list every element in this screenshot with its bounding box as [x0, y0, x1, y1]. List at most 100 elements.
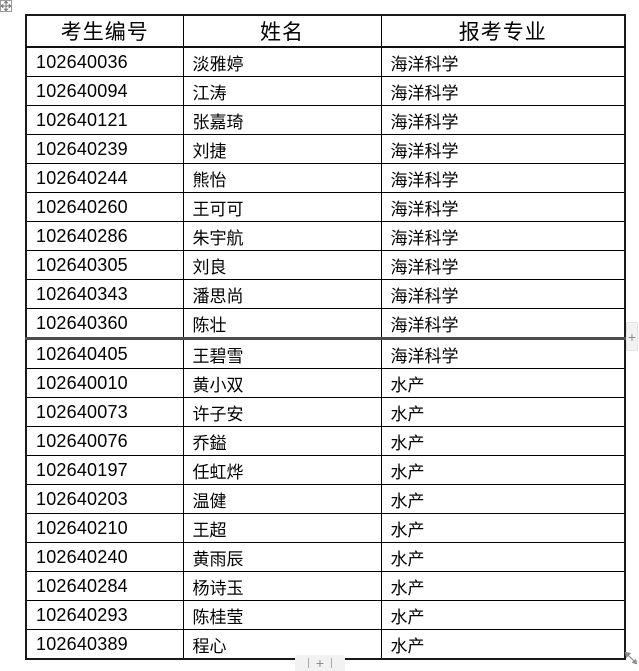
plus-icon: + [627, 328, 637, 345]
major-cell: 水产 [380, 513, 626, 543]
candidate-no-cell: 102640121 [25, 105, 184, 135]
candidate-no-cell: 102640286 [25, 221, 184, 251]
table-row: 102640293 陈桂莹 水产 [25, 600, 626, 630]
name-cell: 刘良 [182, 250, 382, 280]
table-row: 102640284 杨诗玉 水产 [25, 571, 626, 601]
table-row: 102640197 任虹烨 水产 [25, 455, 626, 485]
candidates-table: 考生编号 姓名 报考专业 102640036 淡雅婷 海洋科学 102640094 江涛… [25, 14, 626, 660]
table-row: 102640389 程心 水产 [25, 629, 626, 660]
table-row: 102640073 许子安 水产 [25, 397, 626, 427]
candidate-no-cell: 102640073 [25, 397, 184, 427]
major-cell: 海洋科学 [380, 308, 626, 339]
name-cell: 黄雨辰 [182, 542, 382, 572]
major-cell: 海洋科学 [380, 279, 626, 309]
name-cell: 王超 [182, 513, 382, 543]
name-cell: 潘思尚 [182, 279, 382, 309]
candidate-no-cell: 102640036 [25, 46, 184, 77]
candidate-no-cell: 102640293 [25, 600, 184, 630]
table-row: 102640305 刘良 海洋科学 [25, 250, 626, 280]
name-cell: 江涛 [182, 76, 382, 106]
major-cell: 海洋科学 [380, 46, 626, 77]
table-row: 102640239 刘捷 海洋科学 [25, 134, 626, 164]
candidate-no-cell: 102640305 [25, 250, 184, 280]
name-cell: 乔鎰 [182, 426, 382, 456]
major-cell: 水产 [380, 368, 626, 398]
major-cell: 水产 [380, 629, 626, 660]
name-cell: 王碧雪 [182, 337, 382, 369]
major-cell: 水产 [380, 484, 626, 514]
header-major: 报考专业 [380, 14, 626, 48]
table-row: 102640121 张嘉琦 海洋科学 [25, 105, 626, 135]
name-cell: 陈壮 [182, 308, 382, 339]
table-row: 102640260 王可可 海洋科学 [25, 192, 626, 222]
header-name: 姓名 [182, 14, 382, 48]
major-cell: 水产 [380, 571, 626, 601]
header-candidate-no: 考生编号 [25, 14, 184, 48]
name-cell: 许子安 [182, 397, 382, 427]
candidate-no-cell: 102640343 [25, 279, 184, 309]
candidate-no-cell: 102640203 [25, 484, 184, 514]
name-cell: 朱宇航 [182, 221, 382, 251]
candidate-no-cell: 102640210 [25, 513, 184, 543]
major-cell: 海洋科学 [380, 192, 626, 222]
candidate-no-cell: 102640244 [25, 163, 184, 193]
table-row: 102640210 王超 水产 [25, 513, 626, 543]
header-row: 考生编号 姓名 报考专业 [25, 14, 626, 48]
name-cell: 熊怡 [182, 163, 382, 193]
name-cell: 黄小双 [182, 368, 382, 398]
table-row: 102640240 黄雨辰 水产 [25, 542, 626, 572]
table-row: 102640343 潘思尚 海洋科学 [25, 279, 626, 309]
candidate-no-cell: 102640239 [25, 134, 184, 164]
major-cell: 水产 [380, 600, 626, 630]
candidate-no-cell: 102640197 [25, 455, 184, 485]
table-row: 102640094 江涛 海洋科学 [25, 76, 626, 106]
candidate-no-cell: 102640076 [25, 426, 184, 456]
move-icon [1, 1, 11, 11]
name-cell: 陈桂莹 [182, 600, 382, 630]
name-cell: 温健 [182, 484, 382, 514]
table-row: 102640360 陈壮 海洋科学 [25, 308, 626, 339]
candidate-no-cell: 102640389 [25, 629, 184, 660]
table-row: 102640244 熊怡 海洋科学 [25, 163, 626, 193]
candidate-no-cell: 102640405 [25, 337, 184, 369]
table-row: 102640036 淡雅婷 海洋科学 [25, 46, 626, 77]
divider-bar-left [307, 658, 309, 668]
major-cell: 水产 [380, 542, 626, 572]
major-cell: 海洋科学 [380, 105, 626, 135]
resize-diagonal-icon [624, 651, 638, 665]
table-move-handle[interactable] [0, 0, 12, 12]
name-cell: 程心 [182, 629, 382, 660]
table-resize-handle[interactable] [624, 651, 639, 666]
major-cell: 水产 [380, 397, 626, 427]
major-cell: 海洋科学 [380, 134, 626, 164]
name-cell: 刘捷 [182, 134, 382, 164]
name-cell: 王可可 [182, 192, 382, 222]
table-row: 102640405 王碧雪 海洋科学 [25, 337, 626, 369]
candidate-no-cell: 102640284 [25, 571, 184, 601]
candidate-no-cell: 102640260 [25, 192, 184, 222]
major-cell: 水产 [380, 455, 626, 485]
table-body: 102640036 淡雅婷 海洋科学 102640094 江涛 海洋科学 102640121… [25, 46, 626, 660]
insert-row-button[interactable]: + [295, 655, 345, 671]
table-row: 102640203 温健 水产 [25, 484, 626, 514]
table-row: 102640286 朱宇航 海洋科学 [25, 221, 626, 251]
major-cell: 海洋科学 [380, 337, 626, 369]
candidate-no-cell: 102640240 [25, 542, 184, 572]
candidate-no-cell: 102640360 [25, 308, 184, 339]
candidate-no-cell: 102640010 [25, 368, 184, 398]
major-cell: 海洋科学 [380, 76, 626, 106]
major-cell: 海洋科学 [380, 163, 626, 193]
name-cell: 杨诗玉 [182, 571, 382, 601]
plus-icon: + [315, 655, 325, 671]
major-cell: 海洋科学 [380, 250, 626, 280]
major-cell: 水产 [380, 426, 626, 456]
name-cell: 淡雅婷 [182, 46, 382, 77]
name-cell: 张嘉琦 [182, 105, 382, 135]
insert-column-button[interactable]: + [626, 322, 638, 351]
divider-bar-right [331, 658, 333, 668]
table-row: 102640076 乔鎰 水产 [25, 426, 626, 456]
table-row: 102640010 黄小双 水产 [25, 368, 626, 398]
candidate-no-cell: 102640094 [25, 76, 184, 106]
major-cell: 海洋科学 [380, 221, 626, 251]
name-cell: 任虹烨 [182, 455, 382, 485]
